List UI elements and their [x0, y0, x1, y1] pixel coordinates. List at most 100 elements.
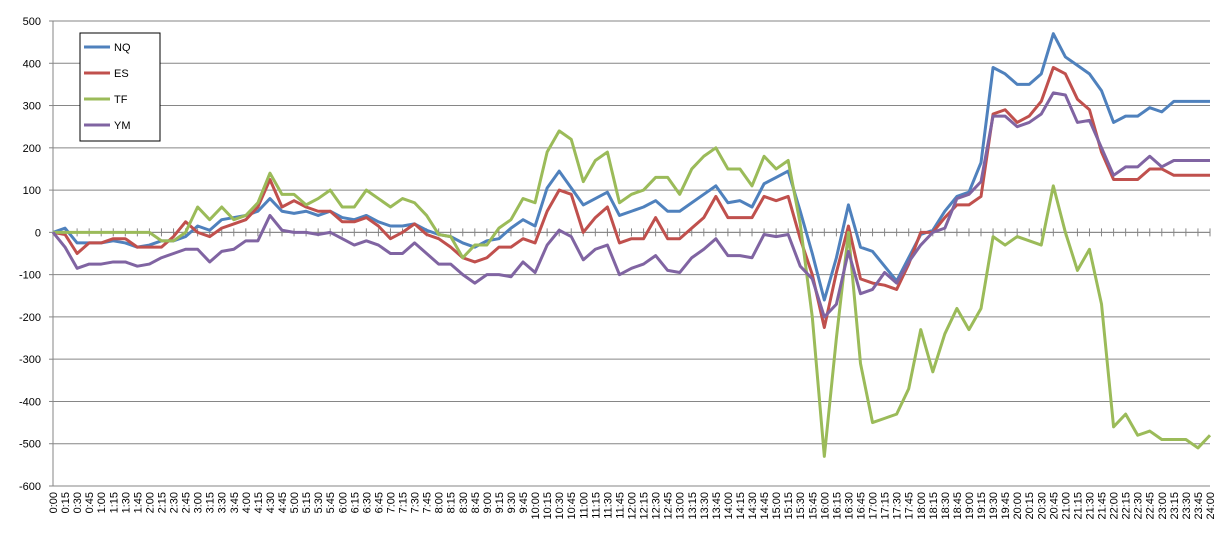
x-tick-label: 20:45 — [1048, 492, 1060, 520]
x-tick-label: 12:15 — [639, 492, 651, 520]
x-tick-label: 7:15 — [398, 492, 410, 513]
y-tick-label: 200 — [23, 143, 41, 155]
x-tick-label: 21:45 — [1097, 492, 1109, 520]
x-tick-label: 18:30 — [940, 492, 952, 520]
x-tick-label: 2:15 — [156, 492, 168, 513]
series-line — [52, 32, 1210, 302]
x-tick-label: 9:00 — [482, 492, 494, 513]
x-tick-label: 1:15 — [108, 492, 120, 513]
x-tick-label: 0:45 — [84, 492, 96, 513]
x-tick-label: 23:30 — [1181, 492, 1193, 520]
x-tick-label: 20:00 — [1012, 492, 1024, 520]
x-tick-label: 23:00 — [1157, 492, 1169, 520]
x-tick-label: 24:00 — [1205, 492, 1217, 520]
x-tick-label: 12:45 — [663, 492, 675, 520]
y-tick-label: -500 — [19, 439, 41, 451]
y-tick-label: 500 — [23, 16, 41, 28]
x-tick-label: 9:15 — [494, 492, 506, 513]
legend-box — [79, 32, 161, 142]
x-tick-label: 11:30 — [602, 492, 614, 519]
x-tick-label: 21:30 — [1084, 492, 1096, 520]
x-tick-label: 7:00 — [385, 492, 397, 513]
x-tick-label: 5:45 — [325, 492, 337, 513]
x-tick-label: 0:15 — [60, 492, 72, 513]
x-tick-label: 20:15 — [1024, 492, 1036, 520]
x-tick-label: 3:30 — [217, 492, 229, 513]
y-tick-label: -300 — [19, 354, 41, 366]
y-tick-label: -600 — [19, 481, 41, 493]
legend-label: TF — [114, 94, 128, 106]
x-tick-label: 21:00 — [1060, 492, 1072, 520]
x-tick-label: 2:45 — [181, 492, 193, 513]
x-tick-label: 18:45 — [952, 492, 964, 520]
x-tick-label: 4:00 — [241, 492, 253, 513]
x-tick-label: 15:30 — [795, 492, 807, 520]
x-tick-label: 19:15 — [976, 492, 988, 520]
legend-label: ES — [114, 68, 129, 80]
x-tick-label: 14:00 — [723, 492, 735, 520]
y-tick-label: 300 — [23, 101, 41, 113]
x-tick-label: 8:30 — [458, 492, 470, 513]
x-tick-label: 22:30 — [1133, 492, 1145, 520]
x-tick-label: 5:30 — [313, 492, 325, 513]
x-tick-label: 12:30 — [651, 492, 663, 520]
series-line — [52, 66, 1210, 329]
y-tick-label: -400 — [19, 396, 41, 408]
x-tick-label: 17:00 — [868, 492, 880, 520]
x-tick-label: 18:15 — [928, 492, 940, 520]
x-tick-label: 10:30 — [554, 492, 566, 520]
x-tick-label: 14:15 — [735, 492, 747, 520]
x-tick-label: 18:00 — [916, 492, 928, 520]
x-tick-label: 15:00 — [771, 492, 783, 520]
x-tick-label: 15:45 — [807, 492, 819, 520]
x-tick-label: 14:45 — [759, 492, 771, 520]
x-tick-label: 3:15 — [205, 492, 217, 513]
x-tick-label: 20:30 — [1036, 492, 1048, 520]
y-tick-label: 0 — [35, 227, 41, 239]
x-tick-label: 13:00 — [675, 492, 687, 520]
x-tick-label: 6:30 — [361, 492, 373, 513]
x-tick-label: 16:30 — [843, 492, 855, 520]
x-tick-label: 4:15 — [253, 492, 265, 513]
x-tick-label: 11:15 — [590, 492, 602, 519]
x-tick-label: 13:45 — [711, 492, 723, 520]
x-tick-label: 5:00 — [289, 492, 301, 513]
x-tick-label: 17:45 — [904, 492, 916, 520]
x-tick-label: 4:30 — [265, 492, 277, 513]
x-tick-label: 11:45 — [614, 492, 626, 519]
x-tick-label: 19:30 — [988, 492, 1000, 520]
x-tick-label: 23:15 — [1169, 492, 1181, 520]
y-tick-label: -200 — [19, 312, 41, 324]
x-tick-label: 3:45 — [229, 492, 241, 513]
x-tick-label: 2:30 — [169, 492, 181, 513]
x-tick-label: 10:45 — [566, 492, 578, 520]
x-tick-label: 4:45 — [277, 492, 289, 513]
x-tick-label: 15:15 — [783, 492, 795, 520]
x-tick-label: 16:15 — [831, 492, 843, 520]
x-tick-label: 22:00 — [1109, 492, 1121, 520]
x-tick-label: 9:30 — [506, 492, 518, 513]
x-tick-label: 22:15 — [1121, 492, 1133, 520]
x-tick-label: 2:00 — [144, 492, 156, 513]
legend-label: NQ — [114, 42, 131, 54]
x-tick-label: 16:45 — [855, 492, 867, 520]
x-tick-label: 22:45 — [1145, 492, 1157, 520]
x-tick-label: 19:45 — [1000, 492, 1012, 520]
y-tick-label: 100 — [23, 185, 41, 197]
y-tick-label: -100 — [19, 270, 41, 282]
x-tick-label: 6:00 — [337, 492, 349, 513]
x-tick-label: 6:45 — [373, 492, 385, 513]
x-tick-label: 1:30 — [120, 492, 132, 513]
x-tick-label: 14:30 — [747, 492, 759, 520]
x-tick-label: 7:45 — [422, 492, 434, 513]
x-tick-label: 8:45 — [470, 492, 482, 513]
x-tick-label: 13:15 — [687, 492, 699, 520]
x-tick-label: 9:45 — [518, 492, 530, 513]
x-tick-label: 21:15 — [1072, 492, 1084, 520]
x-tick-label: 10:00 — [530, 492, 542, 520]
series-line — [53, 129, 1212, 458]
x-tick-label: 17:15 — [880, 492, 892, 520]
x-tick-label: 17:30 — [892, 492, 904, 520]
x-tick-label: 19:00 — [964, 492, 976, 520]
legend-label: YM — [114, 120, 131, 132]
